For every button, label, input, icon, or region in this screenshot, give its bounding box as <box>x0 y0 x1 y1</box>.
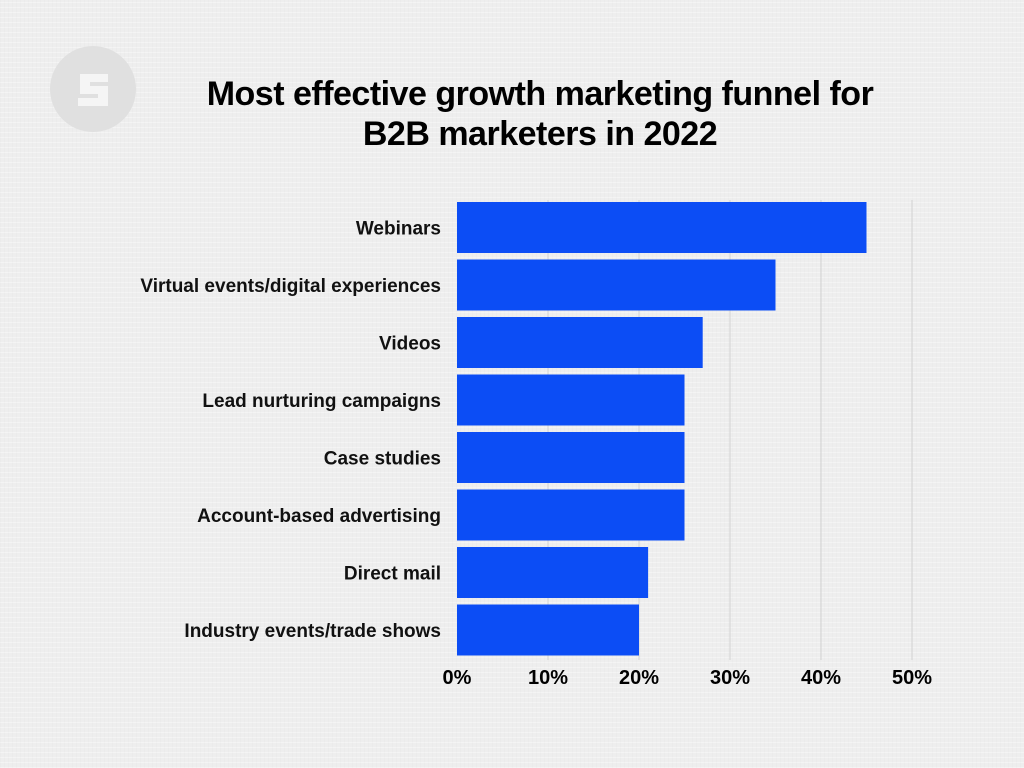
category-label: Lead nurturing campaigns <box>202 391 441 412</box>
s-logo-icon <box>50 46 136 132</box>
category-label: Direct mail <box>344 564 441 585</box>
bar <box>457 489 685 541</box>
bar <box>457 259 776 311</box>
bar <box>457 547 649 598</box>
category-label: Videos <box>379 334 441 355</box>
x-tick-label: 50% <box>892 667 932 689</box>
bar <box>457 432 685 483</box>
x-tick-label: 0% <box>443 667 472 689</box>
bar <box>457 604 639 656</box>
bar <box>457 374 685 426</box>
category-label: Account-based advertising <box>197 506 441 527</box>
chart-title: Most effective growth marketing funnel f… <box>140 74 940 154</box>
x-tick-label: 40% <box>801 667 841 689</box>
x-tick-label: 30% <box>710 667 750 689</box>
category-label: Industry events/trade shows <box>184 621 441 642</box>
category-label: Virtual events/digital experiences <box>140 276 441 297</box>
category-label: Case studies <box>324 449 441 470</box>
category-label: Webinars <box>356 219 441 240</box>
chart-title-line-1: Most effective growth marketing funnel f… <box>206 75 874 113</box>
x-tick-label: 20% <box>619 667 659 689</box>
chart-title-line-2: B2B marketers in 2022 <box>362 115 718 153</box>
bar <box>457 202 867 253</box>
x-tick-label: 10% <box>528 667 568 689</box>
bar <box>457 317 703 368</box>
